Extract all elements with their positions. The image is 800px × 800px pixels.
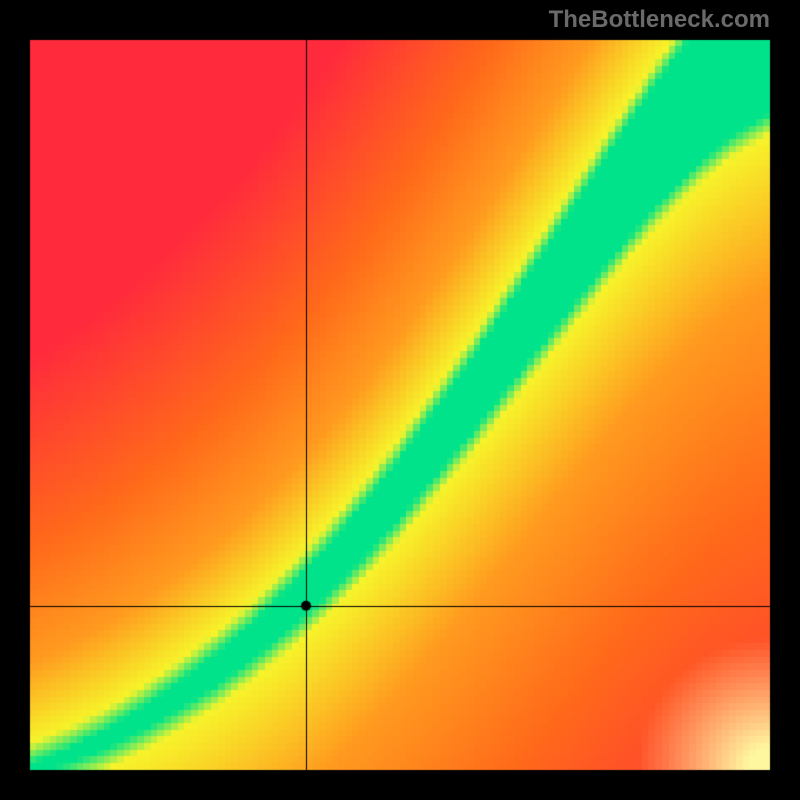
heatmap-canvas (0, 0, 800, 800)
watermark-text: TheBottleneck.com (549, 6, 770, 34)
chart-container: TheBottleneck.com (0, 0, 800, 800)
